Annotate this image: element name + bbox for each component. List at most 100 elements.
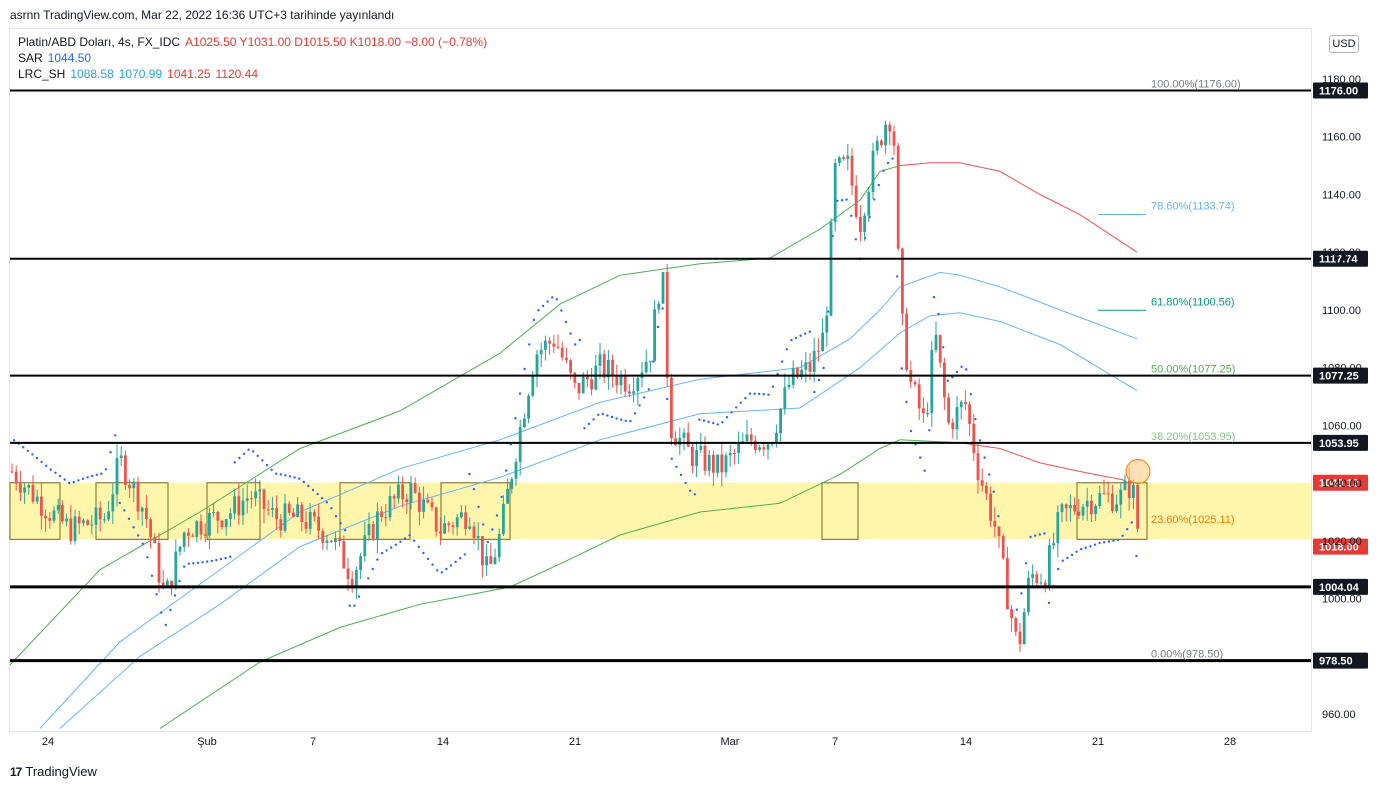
sar-dot (31, 453, 34, 456)
sar-dot (827, 310, 830, 313)
sar-dot (647, 388, 650, 391)
sar-dot (256, 454, 259, 458)
candle-body (544, 340, 547, 350)
candle-body (720, 454, 724, 473)
sar-dot (790, 338, 793, 342)
sar-dot (371, 567, 374, 571)
candle-body (178, 546, 182, 552)
candle-body (586, 376, 589, 380)
candle-body (1069, 505, 1072, 509)
sar-dot (242, 452, 246, 455)
sar-dot (449, 564, 453, 567)
sar-dot (629, 419, 632, 423)
candle-body (439, 531, 442, 534)
sar-dot (491, 528, 494, 531)
candle-body (292, 512, 295, 517)
level-badge-2 (1313, 367, 1368, 384)
tradingview-brand[interactable]: 17 TradingView (10, 764, 97, 779)
candle-body (472, 526, 476, 538)
level-badge-3 (1313, 434, 1368, 451)
candle-body (581, 376, 585, 394)
candle-body (1127, 480, 1131, 498)
candle-body (569, 360, 572, 373)
candle-body (607, 360, 610, 378)
range-box-6 (1076, 482, 1148, 540)
candle-body (363, 535, 367, 557)
candle-body (842, 157, 845, 159)
candle-body (1056, 512, 1060, 544)
published-header: asrnn TradingView.com, Mar 22, 2022 16:3… (10, 8, 395, 22)
candle-body (1060, 504, 1064, 513)
candle-body (917, 384, 921, 409)
candle-body (901, 248, 904, 314)
sar-dot (886, 161, 890, 165)
sar-dot (518, 392, 522, 395)
candle-body (577, 382, 581, 394)
sar-dot (1112, 539, 1115, 542)
candle-body (749, 434, 753, 441)
candle-body (485, 556, 488, 566)
sar-dot (330, 507, 333, 510)
currency-button[interactable]: USD (1329, 35, 1359, 53)
candle-body (930, 350, 934, 413)
sar-dot (1089, 545, 1092, 548)
sar-dot (817, 378, 821, 382)
candle-body (1018, 631, 1022, 645)
sar-dot (1038, 533, 1042, 536)
sar-dot (178, 579, 181, 583)
candle-body (14, 471, 18, 484)
chart-pane[interactable] (9, 28, 1312, 732)
legend-sar-value: 1044.50 (47, 51, 92, 65)
sar-dot (877, 183, 880, 187)
sar-dot (160, 611, 163, 614)
candle-body (325, 540, 329, 543)
candle-body (405, 499, 409, 503)
candle-body (657, 303, 661, 310)
sar-dot (523, 367, 526, 371)
legend-sar-label[interactable]: SAR (18, 51, 43, 65)
sar-dot (620, 418, 623, 421)
candle-body (19, 483, 22, 493)
sar-dot (380, 551, 384, 555)
candle-body (187, 532, 190, 536)
candle-body (224, 519, 228, 528)
candle-body (1027, 577, 1030, 613)
candle-body (972, 423, 976, 454)
level-label-3: 1053.95 (1319, 438, 1359, 450)
legend-lrc-label[interactable]: LRC_SH (18, 67, 66, 81)
candle-body (686, 432, 690, 447)
candle-body (691, 446, 694, 466)
sar-dot (684, 481, 687, 485)
sar-dot (224, 556, 227, 560)
sar-dot (735, 406, 738, 409)
legend-lrc-value-2: 1070.99 (118, 67, 163, 81)
sar-dot (1107, 540, 1111, 543)
candle-body (728, 453, 732, 456)
sar-dot (1080, 547, 1083, 551)
sar-dot (1098, 541, 1101, 545)
sar-dot (693, 493, 696, 496)
sar-dot (794, 336, 798, 340)
x-tick-label-3: 14 (437, 736, 449, 748)
candle-body (859, 216, 862, 232)
candle-body (115, 458, 119, 495)
candle-body (867, 192, 871, 216)
legend-symbol[interactable]: Platin/ABD Doları, 4s, FX_IDC (18, 35, 181, 49)
candle-body (124, 455, 127, 485)
candle-body (464, 512, 467, 529)
x-tick-label-2: 7 (310, 736, 316, 748)
candle-body (489, 556, 493, 564)
candle-body (863, 215, 866, 232)
sar-dot (413, 539, 416, 542)
sar-dot (583, 427, 586, 430)
sar-dot (431, 563, 434, 566)
candle-body (149, 519, 152, 538)
sar-dot (744, 396, 747, 400)
candle-body (1064, 504, 1068, 509)
sar-dot (132, 526, 135, 529)
sar-dot (1084, 546, 1088, 549)
candle-body (199, 521, 203, 535)
sar-dot (54, 471, 57, 474)
lrc-red-upper (899, 162, 1138, 253)
